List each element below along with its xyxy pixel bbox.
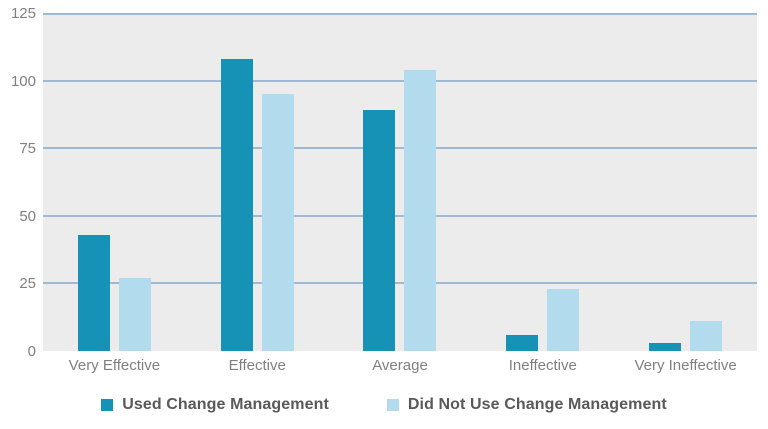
- x-label-effective: Effective: [228, 357, 286, 374]
- y-tick-label-100: 100: [10, 73, 36, 90]
- legend-swatch-icon: [386, 399, 399, 411]
- gridline-25: [43, 282, 757, 284]
- x-label-very-effective: Very Effective: [68, 357, 161, 374]
- legend-item-1: Used Change Management: [101, 396, 329, 414]
- y-tick-label-75: 75: [19, 140, 36, 157]
- x-label-average: Average: [372, 357, 428, 374]
- y-tick-label-125: 125: [10, 5, 36, 22]
- gridline-125: [43, 13, 757, 15]
- bar-series1-average: [363, 110, 396, 351]
- legend-label: Used Change Management: [122, 396, 329, 413]
- bar-series1-ineffective: [506, 335, 539, 351]
- gridline-100: [43, 80, 757, 82]
- bar-group-effective: [186, 13, 329, 351]
- x-axis-labels: Very Effective Effective Average Ineffectiv…: [43, 357, 757, 374]
- bar-group-average: [329, 13, 472, 351]
- bar-groups: [43, 13, 757, 351]
- y-axis: 0 25 50 75 100 125: [0, 6, 36, 359]
- bar-series1-very-ineffective: [649, 343, 682, 351]
- bar-series2-very-ineffective: [690, 321, 723, 351]
- plot-area: [43, 13, 757, 351]
- x-label-very-ineffective: Very Ineffective: [634, 357, 737, 374]
- bar-series1-effective: [220, 59, 253, 351]
- y-tick-label-0: 0: [27, 343, 36, 360]
- y-tick-label-50: 50: [19, 208, 36, 225]
- x-label-ineffective: Ineffective: [508, 357, 577, 374]
- bar-series2-effective: [261, 94, 294, 351]
- bar-group-very-effective: [43, 13, 186, 351]
- bar-series1-very-effective: [77, 235, 110, 351]
- bar-series2-ineffective: [547, 289, 580, 351]
- legend-item-2: Did Not Use Change Management: [386, 396, 667, 414]
- legend-swatch-icon: [101, 399, 114, 411]
- bar-group-very-ineffective: [614, 13, 757, 351]
- gridline-75: [43, 147, 757, 149]
- bar-group-ineffective: [471, 13, 614, 351]
- gridline-50: [43, 215, 757, 217]
- y-tick-label-25: 25: [19, 275, 36, 292]
- bar-series2-very-effective: [118, 278, 151, 351]
- legend: Used Change Management Did Not Use Change…: [0, 396, 768, 414]
- bar-series2-average: [404, 70, 437, 351]
- legend-label: Did Not Use Change Management: [407, 396, 667, 413]
